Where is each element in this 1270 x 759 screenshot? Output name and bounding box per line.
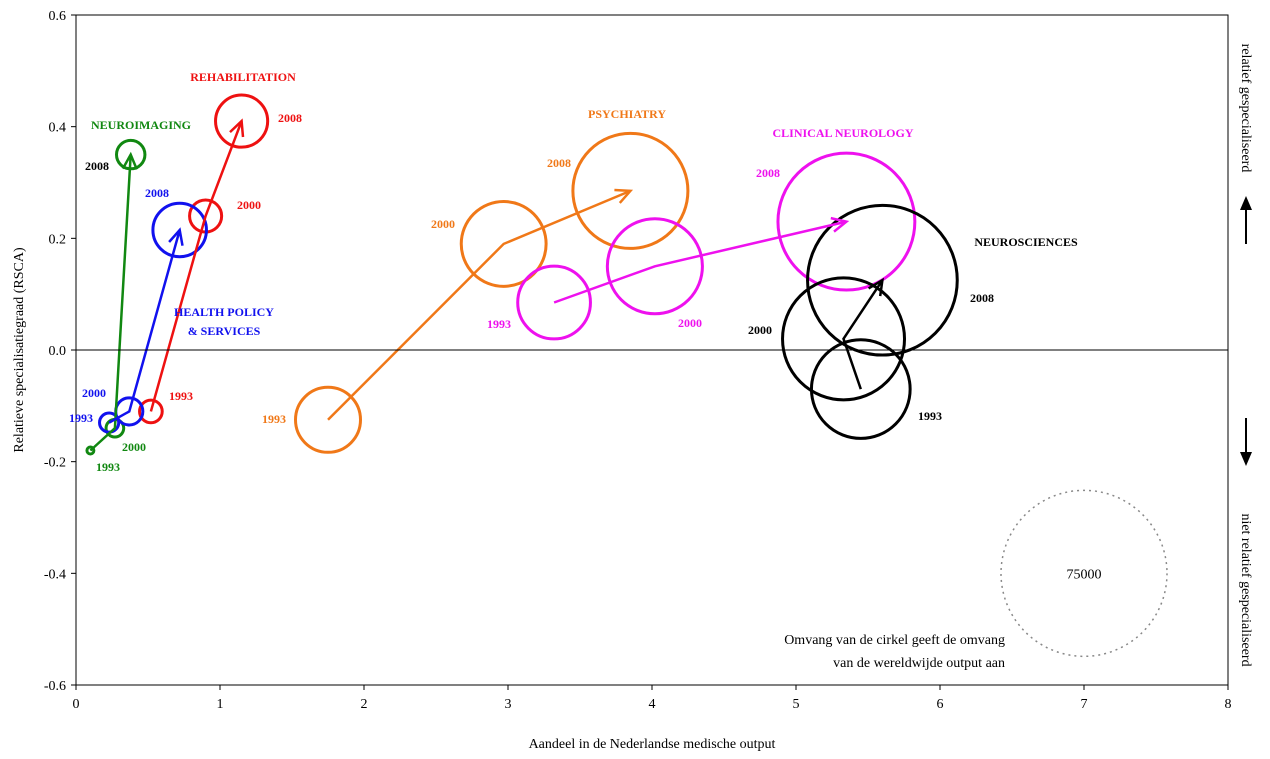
clinical-neurology-year-label-1993: 1993	[487, 317, 511, 331]
neurosciences-trajectory	[842, 279, 884, 390]
right-label-specialized: relatief gespecialiseerd	[1238, 44, 1253, 173]
health-policy-and-services-series-label-line2: & SERVICES	[188, 324, 261, 338]
size-legend-note-line1: Omvang van de cirkel geeft de omvang	[784, 633, 1005, 648]
neurosciences-bubble-2008	[806, 203, 959, 357]
rehabilitation-year-label-2000: 2000	[237, 198, 261, 212]
clinical-neurology-bubble-2008	[776, 151, 917, 292]
rehabilitation-bubble-2008	[214, 93, 270, 149]
psychiatry-year-label-1993: 1993	[262, 412, 286, 426]
health-policy-and-services-bubble-2008	[151, 201, 208, 259]
x-tick-label: 3	[505, 697, 512, 712]
clinical-neurology-trajectory	[553, 220, 847, 304]
y-tick-label: -0.6	[44, 679, 66, 694]
rehabilitation-year-label-2008: 2008	[278, 111, 302, 125]
y-axis-title: Relatieve specialisatiegraad (RSCA)	[12, 247, 27, 453]
y-tick-label: -0.2	[44, 456, 66, 471]
health-policy-and-services-year-label-2008: 2008	[145, 186, 169, 200]
x-tick-label: 7	[1081, 697, 1088, 712]
psychiatry-series-label: PSYCHIATRY	[588, 107, 666, 121]
x-tick-label: 2	[361, 697, 368, 712]
size-legend-circle	[1000, 489, 1168, 658]
rehabilitation-trajectory	[149, 120, 243, 412]
y-tick-label: -0.4	[44, 567, 66, 582]
x-tick-label: 4	[649, 697, 656, 712]
x-tick-label: 1	[217, 697, 224, 712]
neuroimaging-arrowhead-icon	[121, 151, 138, 170]
neurosciences-series-label: NEUROSCIENCES	[974, 235, 1078, 249]
y-tick-label: 0.2	[49, 232, 67, 247]
up-arrowhead-icon	[1240, 196, 1252, 210]
size-legend-value: 75000	[1067, 567, 1102, 582]
clinical-neurology-year-label-2000: 2000	[678, 316, 702, 330]
psychiatry-bubble-1993	[293, 385, 363, 454]
clinical-neurology-arrowhead-icon	[830, 216, 850, 233]
psychiatry-trajectory	[327, 189, 631, 421]
psychiatry-year-label-2000: 2000	[431, 217, 455, 231]
neuroimaging-trajectory	[89, 154, 132, 452]
x-tick-label: 5	[793, 697, 800, 712]
neuroimaging-bubble-1993	[85, 445, 96, 456]
clinical-neurology-bubble-2000	[605, 217, 704, 316]
clinical-neurology-year-label-2008: 2008	[756, 166, 780, 180]
rehabilitation-bubble-1993	[138, 398, 164, 425]
neurosciences-year-label-2008: 2008	[970, 291, 994, 305]
x-axis-title: Aandeel in de Nederlandse medische outpu…	[529, 737, 776, 752]
x-tick-label: 0	[73, 697, 80, 712]
neurosciences-year-label-1993: 1993	[918, 409, 942, 423]
health-policy-and-services-year-label-2000: 2000	[82, 386, 106, 400]
right-label-not-specialized: niet relatief gespecialiseerd	[1238, 513, 1253, 666]
down-arrowhead-icon	[1240, 452, 1252, 466]
neurosciences-bubble-1993	[809, 338, 912, 440]
neuroimaging-year-label-2008: 2008	[85, 159, 109, 173]
neuroimaging-year-label-1993: 1993	[96, 460, 120, 474]
rehabilitation-year-label-1993: 1993	[169, 389, 193, 403]
rehabilitation-series-label: REHABILITATION	[190, 70, 296, 84]
psychiatry-arrowhead-icon	[614, 188, 634, 204]
y-tick-label: 0.0	[49, 344, 67, 359]
neuroimaging-series-label: NEUROIMAGING	[91, 118, 191, 132]
neurosciences-bubble-2000	[781, 276, 907, 402]
rehabilitation-arrowhead-icon	[229, 118, 245, 138]
neurosciences-arrowhead-icon	[867, 277, 884, 297]
size-legend-note-line2: van de wereldwijde output aan	[833, 656, 1005, 671]
x-tick-label: 8	[1225, 697, 1232, 712]
clinical-neurology-series-label: CLINICAL NEUROLOGY	[772, 126, 913, 140]
health-policy-and-services-series-label-line1: HEALTH POLICY	[174, 305, 274, 319]
clinical-neurology-bubble-1993	[516, 264, 592, 341]
y-tick-label: 0.6	[49, 9, 67, 24]
y-tick-label: 0.4	[49, 121, 67, 136]
neurosciences-year-label-2000: 2000	[748, 323, 772, 337]
neuroimaging-year-label-2000: 2000	[122, 440, 146, 454]
x-tick-label: 6	[937, 697, 944, 712]
health-policy-and-services-arrowhead-icon	[168, 227, 184, 246]
health-policy-and-services-year-label-1993: 1993	[69, 411, 93, 425]
psychiatry-bubble-2008	[571, 131, 690, 250]
psychiatry-bubble-2000	[459, 199, 548, 288]
health-policy-and-services-trajectory	[108, 229, 181, 424]
psychiatry-year-label-2008: 2008	[547, 156, 571, 170]
